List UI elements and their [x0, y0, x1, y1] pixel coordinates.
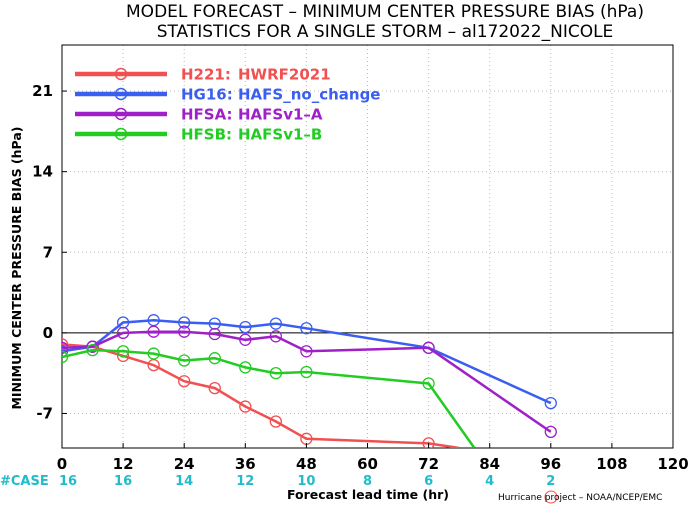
series-2-point-5 — [208, 327, 221, 341]
series-1-point-4 — [178, 316, 191, 329]
credit-logo-circle — [544, 490, 558, 504]
case-count-3: 12 — [236, 474, 254, 489]
series-1-point-6 — [239, 320, 252, 334]
legend-entry-0: H221: HWRF2021 — [75, 66, 331, 84]
series-2-point-9 — [422, 341, 435, 354]
grid — [62, 45, 673, 448]
case-count-8: 2 — [546, 474, 555, 489]
case-count-6: 6 — [424, 474, 433, 489]
legend: H221: HWRF2021 HG16: HAFS_no_change HFSA: HAF… — [75, 66, 380, 144]
x-axis-label: Forecast lead time (hr) — [287, 487, 449, 502]
series-0 — [62, 338, 460, 448]
series-2-point-4 — [178, 325, 191, 338]
series-line-0 — [62, 343, 460, 448]
series-0-point-5 — [208, 381, 221, 395]
series-1-point-7 — [269, 317, 283, 330]
legend-name-2: HAFSv1–A — [238, 106, 323, 124]
legend-name-3: HAFSv1–B — [238, 126, 322, 144]
series-1-point-8 — [300, 322, 313, 335]
legend-entry-2: HFSA: HAFSv1–A — [75, 106, 323, 124]
series-3-point-1 — [86, 343, 99, 357]
legend-swatch-marker-0 — [114, 67, 128, 81]
x-tick-label-1: 12 — [113, 455, 134, 473]
series-2-point-10 — [544, 425, 557, 439]
x-tick-label-4: 48 — [296, 455, 317, 473]
case-count-2: 14 — [175, 474, 193, 489]
series-3-point-6 — [239, 361, 252, 374]
case-count-5: 8 — [363, 474, 372, 489]
y-ticks: -7 0 7 14 21 — [32, 82, 67, 422]
x-tick-label-9: 108 — [596, 455, 627, 473]
y-tick-label-1: 0 — [43, 324, 53, 342]
x-tick-label-8: 96 — [540, 455, 561, 473]
case-count-7: 4 — [485, 474, 494, 489]
series-3-point-7 — [269, 367, 283, 380]
series-3 — [62, 343, 476, 448]
legend-code-1: HG16: — [181, 86, 233, 104]
legend-name-1: HAFS_no_change — [238, 86, 380, 104]
case-count-4: 10 — [297, 474, 315, 489]
series-0-point-9 — [422, 437, 435, 448]
series-3-point-9 — [422, 377, 435, 390]
series-2-point-0 — [62, 341, 69, 354]
x-tick-label-0: 0 — [57, 455, 67, 473]
x-tick-label-3: 36 — [235, 455, 256, 473]
x-tick-label-2: 24 — [174, 455, 195, 473]
series-3-point-5 — [208, 352, 221, 365]
series-2-point-1 — [86, 340, 99, 353]
series-2-point-7 — [269, 330, 283, 343]
series-1-point-10 — [544, 396, 557, 410]
legend-name-0: HWRF2021 — [238, 66, 331, 84]
case-row: #CASE 16 16 14 12 10 8 6 4 2 — [0, 474, 555, 489]
y-tick-label-2: 7 — [43, 243, 53, 261]
legend-swatch-marker-1 — [114, 87, 128, 101]
case-count-0: 16 — [59, 474, 77, 489]
series-line-1 — [62, 318, 552, 405]
series-2-point-8 — [300, 345, 313, 358]
chart-title-line1: MODEL FORECAST – MINIMUM CENTER PRESSURE… — [126, 2, 644, 22]
series-0-point-0 — [62, 338, 69, 351]
legend-code-3: HFSB: — [181, 126, 232, 144]
y-tick-label-3: 14 — [32, 163, 53, 181]
series-1-point-0 — [62, 345, 69, 358]
series-0-point-7 — [269, 415, 283, 428]
legend-code-0: H221: — [181, 66, 231, 84]
series-2-point-2 — [116, 326, 130, 340]
x-ticks: 0 12 24 36 48 60 72 84 96 108 120 — [57, 443, 689, 473]
series-0-point-6 — [239, 400, 252, 413]
series-3-point-8 — [300, 365, 313, 379]
y-axis-label: MINIMUM CENTER PRESSURE BIAS (hPa) — [9, 126, 24, 409]
credit-text: Hurricane project – NOAA/NCEP/EMC — [498, 493, 662, 503]
series-3-point-2 — [116, 345, 130, 358]
y-tick-label-4: 21 — [32, 82, 53, 100]
x-tick-label-10: 120 — [657, 455, 688, 473]
legend-code-2: HFSA: — [181, 106, 233, 124]
series-line-2 — [62, 330, 552, 433]
legend-entry-1: HG16: HAFS_no_change — [75, 86, 380, 104]
legend-swatch-marker-3 — [114, 127, 128, 141]
series-line-3 — [62, 348, 476, 448]
legend-entry-3: HFSB: HAFSv1–B — [75, 126, 322, 144]
legend-swatch-marker-2 — [114, 107, 128, 121]
y-tick-label-0: -7 — [36, 404, 53, 422]
chart-title-line2: STATISTICS FOR A SINGLE STORM – al172022… — [157, 22, 614, 42]
series-3-point-4 — [178, 354, 191, 367]
x-tick-label-5: 60 — [357, 455, 378, 473]
series-2 — [62, 325, 557, 439]
series-2-point-3 — [147, 325, 160, 338]
x-tick-label-7: 84 — [479, 455, 500, 473]
case-count-1: 16 — [114, 474, 132, 489]
series-3-point-3 — [147, 347, 160, 360]
x-tick-label-6: 72 — [418, 455, 439, 473]
series-layer — [62, 314, 557, 448]
series-2-point-6 — [239, 333, 252, 346]
case-row-label: #CASE — [0, 474, 49, 489]
series-0-point-4 — [178, 375, 191, 388]
series-3-point-0 — [62, 350, 69, 364]
